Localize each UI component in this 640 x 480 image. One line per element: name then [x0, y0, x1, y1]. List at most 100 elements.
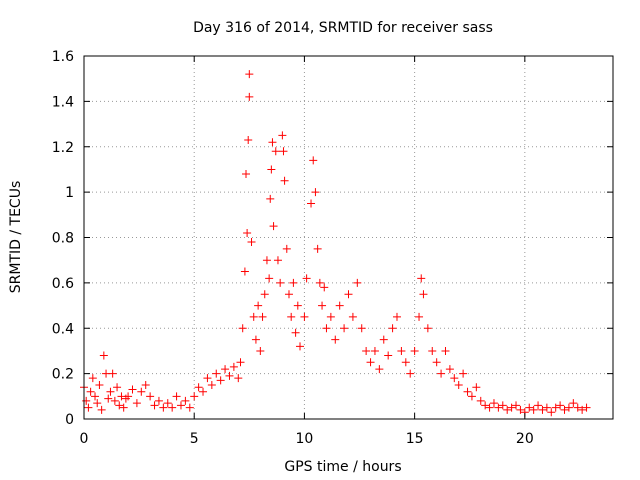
data-point [300, 312, 309, 321]
data-point [313, 244, 322, 253]
data-point [269, 222, 278, 231]
data-point [256, 346, 265, 355]
data-point [276, 278, 285, 287]
data-point [194, 383, 203, 392]
data-point [445, 365, 454, 374]
data-point [450, 374, 459, 383]
data-point [547, 408, 556, 417]
data-point [516, 405, 525, 414]
y-tick-label: 1.2 [52, 140, 74, 156]
data-point [284, 290, 293, 299]
data-point [366, 358, 375, 367]
y-tick-label: 1.6 [52, 49, 74, 65]
data-point [271, 147, 280, 156]
data-point [525, 403, 534, 412]
data-point [244, 135, 253, 144]
x-tick-label: 10 [296, 431, 314, 447]
data-point [190, 392, 199, 401]
data-point [216, 376, 225, 385]
data-point [296, 342, 305, 351]
data-point [335, 301, 344, 310]
data-point [357, 324, 366, 333]
y-tick-label: 1.4 [52, 94, 74, 110]
y-tick-label: 0.8 [52, 231, 74, 247]
data-point [84, 403, 93, 412]
data-point [370, 346, 379, 355]
data-point [322, 324, 331, 333]
data-point [176, 401, 185, 410]
data-point [207, 380, 216, 389]
data-point [97, 405, 106, 414]
data-point [529, 405, 538, 414]
data-point [119, 403, 128, 412]
data-point [110, 396, 119, 405]
data-point [512, 401, 521, 410]
data-point [137, 387, 146, 396]
data-point [282, 244, 291, 253]
data-point [472, 383, 481, 392]
data-point [551, 403, 560, 412]
data-point [260, 290, 269, 299]
data-point [582, 403, 591, 412]
data-point [115, 401, 124, 410]
data-point [88, 374, 97, 383]
data-point [556, 401, 565, 410]
data-point [99, 351, 108, 360]
data-point [384, 351, 393, 360]
data-point [340, 324, 349, 333]
data-point [95, 380, 104, 389]
data-point [573, 403, 582, 412]
data-point [132, 399, 141, 408]
data-point [121, 394, 130, 403]
data-point [262, 256, 271, 265]
data-point [279, 147, 288, 156]
data-point [229, 362, 238, 371]
data-point [441, 346, 450, 355]
data-point [379, 335, 388, 344]
data-point [280, 176, 289, 185]
gridlines [84, 56, 613, 419]
data-point [569, 399, 578, 408]
data-point [309, 156, 318, 165]
data-point [238, 324, 247, 333]
x-tick-label: 20 [516, 431, 534, 447]
data-point [542, 403, 551, 412]
data-point [245, 70, 254, 79]
data-point [91, 392, 100, 401]
data-point [302, 274, 311, 283]
data-point [423, 324, 432, 333]
data-point [146, 392, 155, 401]
data-point [242, 169, 251, 178]
data-point [243, 228, 252, 237]
data-point [437, 369, 446, 378]
data-point [392, 312, 401, 321]
data-points [80, 70, 591, 417]
chart-title: Day 316 of 2014, SRMTID for receiver sas… [193, 20, 493, 36]
data-point [415, 312, 424, 321]
data-point [212, 369, 221, 378]
data-point [397, 346, 406, 355]
data-point [225, 371, 234, 380]
data-point [388, 324, 397, 333]
data-point [307, 199, 316, 208]
data-point [348, 312, 357, 321]
data-point [293, 301, 302, 310]
data-point [154, 396, 163, 405]
data-point [410, 346, 419, 355]
data-point [124, 392, 133, 401]
data-point [150, 401, 159, 410]
data-point [159, 403, 168, 412]
data-point [266, 194, 275, 203]
data-point [168, 403, 177, 412]
data-point [534, 401, 543, 410]
data-point [240, 267, 249, 276]
axis-ticks: 0 5 10 15 20 0 0.2 0.4 0.6 0.8 1 1.2 1.4 1.6 [52, 49, 613, 447]
y-tick-label: 0.2 [52, 367, 74, 383]
data-point [221, 365, 230, 374]
data-point [401, 358, 410, 367]
data-point [311, 188, 320, 197]
data-point [108, 369, 117, 378]
data-point [268, 138, 277, 147]
data-point [353, 278, 362, 287]
data-point [463, 387, 472, 396]
